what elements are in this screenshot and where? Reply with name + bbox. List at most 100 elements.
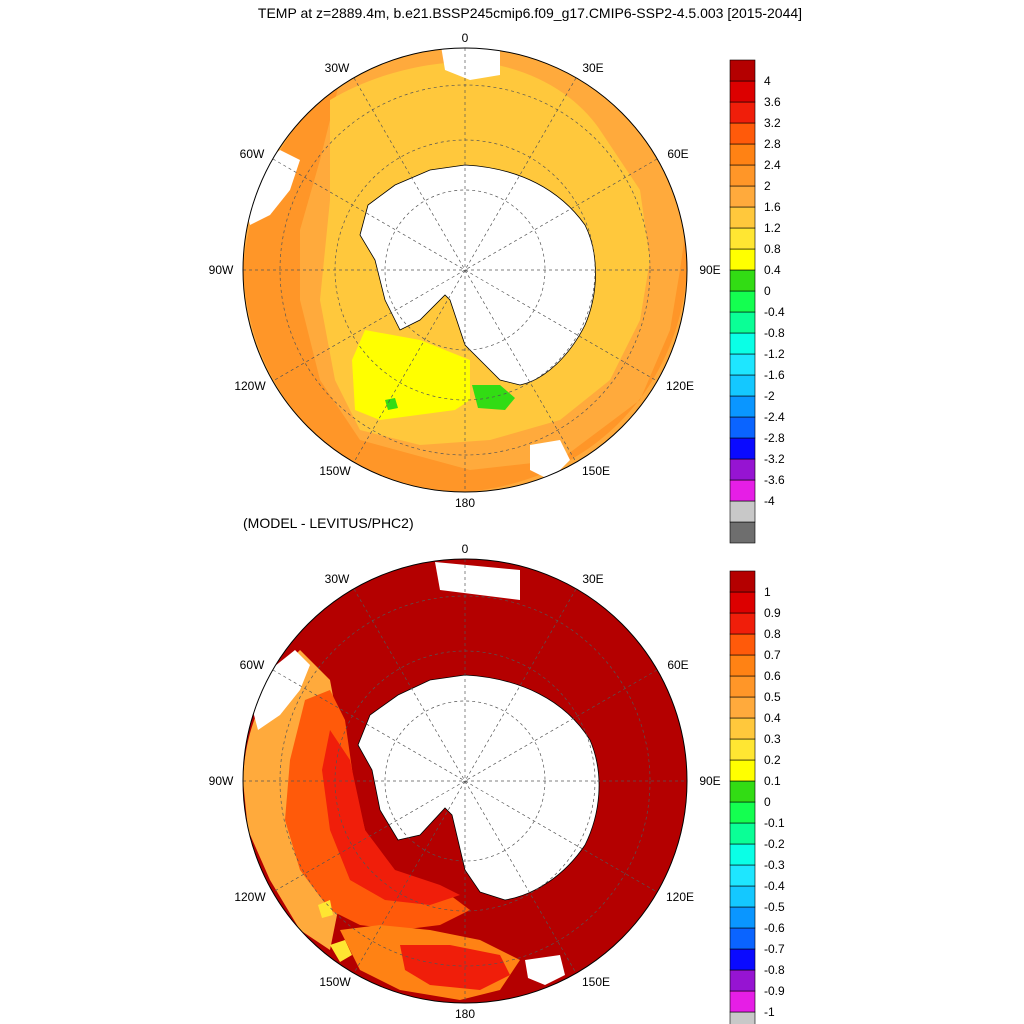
subtitle: (MODEL - LEVITUS/PHC2) bbox=[243, 515, 414, 531]
colorbar-label: 0.7 bbox=[764, 648, 781, 662]
colorbar-swatch bbox=[729, 738, 756, 761]
colorbar-swatch bbox=[729, 122, 756, 145]
lon-label: 60E bbox=[667, 147, 688, 161]
colorbar-label: 1 bbox=[764, 585, 771, 599]
lon-label: 150E bbox=[582, 464, 610, 478]
land-australia-top bbox=[530, 440, 570, 480]
lon-labels-top: 0 30E 60E 90E 120E 150E 180 150W 120W 90… bbox=[209, 31, 721, 510]
lon-label: 0 bbox=[462, 31, 469, 45]
land-africa-top bbox=[440, 48, 500, 80]
map-top-polar: 0 30E 60E 90E 120E 150E 180 150W 120W 90… bbox=[209, 31, 721, 510]
colorbar-swatch bbox=[729, 591, 756, 614]
colorbar-label: 4 bbox=[764, 74, 771, 88]
colorbar-label: -3.6 bbox=[764, 473, 785, 487]
colorbar-label: 0.6 bbox=[764, 669, 781, 683]
colorbar-swatch bbox=[729, 500, 756, 523]
colorbar-swatch bbox=[729, 633, 756, 656]
lon-label: 90E bbox=[699, 263, 720, 277]
colorbar-top: 4 3.6 3.2 2.8 2.4 2 1.6 1.2 0.8 0.4 0 -0.4 -0.8 -1.2 -… bbox=[729, 59, 785, 544]
lon-label: 180 bbox=[455, 1007, 475, 1021]
colorbar-swatch bbox=[729, 612, 756, 635]
colorbar-swatch bbox=[729, 570, 756, 593]
colorbar-label: -0.5 bbox=[764, 900, 785, 914]
colorbar-bottom: 1 0.9 0.8 0.7 0.6 0.5 0.4 0.3 0.2 0.1 0 -0.1 -0.2 -0.… bbox=[729, 570, 785, 1024]
land-south-america-bottom bbox=[250, 650, 310, 730]
colorbar-label: 0.1 bbox=[764, 774, 781, 788]
colorbar-label: -2 bbox=[764, 389, 775, 403]
colorbar-swatch bbox=[729, 906, 756, 929]
lon-label: 150W bbox=[319, 975, 351, 989]
lon-label: 30E bbox=[582, 572, 603, 586]
lon-label: 150E bbox=[582, 975, 610, 989]
main-title: TEMP at z=2889.4m, b.e21.BSSP245cmip6.f0… bbox=[258, 5, 802, 21]
colorbar-label: -4 bbox=[764, 494, 775, 508]
colorbar-swatch bbox=[729, 332, 756, 355]
colorbar-swatch bbox=[729, 59, 756, 82]
colorbar-label: 0.3 bbox=[764, 732, 781, 746]
colorbar-label: -3.2 bbox=[764, 452, 785, 466]
colorbar-label: -0.2 bbox=[764, 837, 785, 851]
lon-label: 30W bbox=[325, 572, 350, 586]
land-australia-bottom bbox=[525, 955, 565, 985]
colorbar-swatch bbox=[729, 990, 756, 1013]
colorbar-label: 0.8 bbox=[764, 242, 781, 256]
colorbar-label: -1.2 bbox=[764, 347, 785, 361]
lon-label: 180 bbox=[455, 496, 475, 510]
colorbar-swatch bbox=[729, 521, 756, 544]
colorbar-swatch bbox=[729, 185, 756, 208]
lon-label: 150W bbox=[319, 464, 351, 478]
colorbar-label: -0.1 bbox=[764, 816, 785, 830]
colorbar-label: -0.3 bbox=[764, 858, 785, 872]
colorbar-swatch bbox=[729, 437, 756, 460]
colorbar-swatch bbox=[729, 311, 756, 334]
colorbar-label: 2.8 bbox=[764, 137, 781, 151]
colorbar-label: -0.8 bbox=[764, 963, 785, 977]
colorbar-swatch bbox=[729, 927, 756, 950]
lon-label: 60W bbox=[240, 658, 265, 672]
colorbar-swatch bbox=[729, 143, 756, 166]
ocean-zone-yellow-spots bbox=[318, 900, 352, 962]
lon-label: 60E bbox=[667, 658, 688, 672]
graticule-bottom bbox=[243, 559, 687, 1003]
colorbar-swatch bbox=[729, 885, 756, 908]
colorbar-label: -2.8 bbox=[764, 431, 785, 445]
colorbar-label: 0.4 bbox=[764, 711, 781, 725]
colorbar-swatch bbox=[729, 227, 756, 250]
colorbar-swatch bbox=[729, 717, 756, 740]
colorbar-label: 0.9 bbox=[764, 606, 781, 620]
colorbar-label: 0 bbox=[764, 795, 771, 809]
colorbar-label: -0.9 bbox=[764, 984, 785, 998]
colorbar-label: -2.4 bbox=[764, 410, 785, 424]
lon-label: 30E bbox=[582, 61, 603, 75]
colorbar-swatch bbox=[729, 395, 756, 418]
colorbar-swatch bbox=[729, 843, 756, 866]
colorbar-swatch bbox=[729, 416, 756, 439]
colorbar-label: -0.7 bbox=[764, 942, 785, 956]
colorbar-label: 1.6 bbox=[764, 200, 781, 214]
colorbar-label: 0.8 bbox=[764, 627, 781, 641]
colorbar-swatch bbox=[729, 248, 756, 271]
land-africa-bottom bbox=[435, 562, 520, 600]
map-bottom-border bbox=[242, 558, 688, 1004]
map-top-border bbox=[242, 47, 688, 493]
colorbar-swatch bbox=[729, 269, 756, 292]
colorbar-label: 3.6 bbox=[764, 95, 781, 109]
antarctica-bottom bbox=[357, 674, 600, 901]
colorbar-swatch bbox=[729, 458, 756, 481]
lon-label: 90W bbox=[209, 774, 234, 788]
lon-label: 120W bbox=[234, 379, 266, 393]
lon-label: 60W bbox=[240, 147, 265, 161]
colorbar-label: 0.4 bbox=[764, 263, 781, 277]
lon-label: 120E bbox=[666, 379, 694, 393]
colorbar-label: 2.4 bbox=[764, 158, 781, 172]
lon-label: 0 bbox=[462, 542, 469, 556]
colorbar-swatch bbox=[729, 1011, 756, 1024]
colorbar-swatch bbox=[729, 780, 756, 803]
colorbar-swatch bbox=[729, 864, 756, 887]
antarctica-top bbox=[359, 164, 596, 386]
lon-labels-bottom: 0 30E 60E 90E 120E 150E 180 150W 120W 90… bbox=[209, 542, 721, 1021]
colorbar-swatch bbox=[729, 164, 756, 187]
ocean-zone-red-south bbox=[400, 945, 510, 990]
lon-label: 30W bbox=[325, 61, 350, 75]
